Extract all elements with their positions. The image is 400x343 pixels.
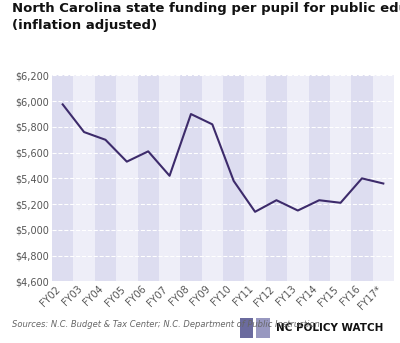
Bar [240, 318, 253, 338]
Bar [73, 75, 95, 281]
Text: (inflation adjusted): (inflation adjusted) [12, 19, 157, 32]
Text: North Carolina state funding per pupil for public education: North Carolina state funding per pupil f… [12, 2, 400, 15]
Bar [256, 318, 270, 338]
Bar [266, 75, 287, 281]
Bar [52, 75, 73, 281]
Bar [116, 75, 138, 281]
Bar [223, 75, 244, 281]
Bar [244, 75, 266, 281]
Text: NC POLICY WATCH: NC POLICY WATCH [276, 322, 383, 333]
Bar [330, 75, 351, 281]
Bar [351, 75, 373, 281]
Bar [287, 75, 308, 281]
Text: Sources: N.C. Budget & Tax Center; N.C. Department of Public Instruction: Sources: N.C. Budget & Tax Center; N.C. … [12, 320, 320, 329]
Bar [202, 75, 223, 281]
Bar [95, 75, 116, 281]
Bar [308, 75, 330, 281]
Bar [373, 75, 394, 281]
Bar [138, 75, 159, 281]
Bar [180, 75, 202, 281]
Bar [159, 75, 180, 281]
